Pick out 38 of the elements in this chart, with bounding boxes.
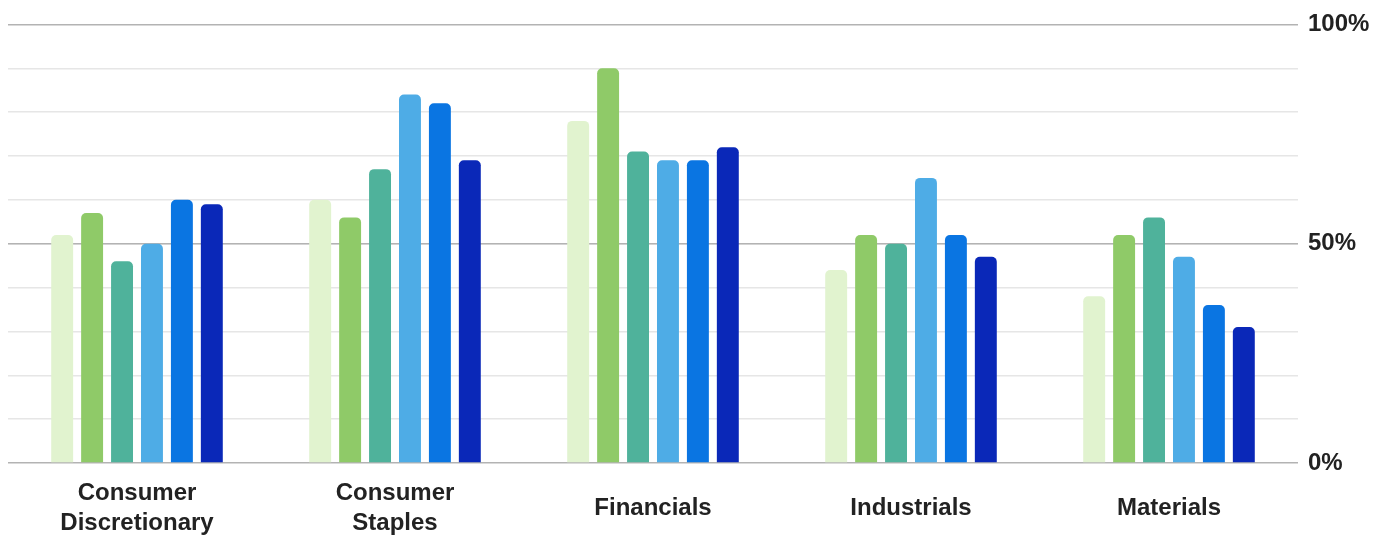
bar — [51, 234, 74, 463]
y-tick-label: 0% — [1308, 447, 1343, 475]
bar — [657, 160, 679, 463]
bar — [825, 270, 848, 463]
bar — [81, 213, 104, 463]
bar — [111, 261, 134, 463]
bar — [399, 94, 421, 463]
bar — [200, 204, 223, 463]
x-tick-label: Consumer Staples — [335, 477, 455, 535]
bar — [855, 234, 878, 463]
bar — [141, 243, 163, 463]
bar — [1232, 327, 1255, 463]
bar — [1202, 305, 1225, 463]
bar — [1143, 217, 1166, 463]
bar — [686, 160, 709, 463]
bar — [1113, 234, 1136, 463]
bar — [458, 160, 481, 463]
x-tick-label: Consumer Discretionary — [60, 477, 215, 535]
bar — [567, 120, 590, 463]
bar — [974, 256, 997, 463]
bar — [716, 147, 739, 463]
bar — [885, 243, 908, 463]
bar — [944, 234, 967, 463]
bar — [369, 169, 392, 463]
bar — [1172, 256, 1195, 463]
x-tick-label: Materials — [1116, 492, 1222, 520]
bar — [915, 177, 937, 463]
bar — [597, 68, 620, 463]
bar — [339, 217, 362, 463]
x-tick-label: Industrials — [850, 492, 972, 520]
y-tick-label: 100% — [1308, 9, 1370, 37]
bar — [170, 199, 193, 463]
y-tick-label: 50% — [1308, 228, 1357, 256]
bar — [627, 151, 650, 463]
bar — [1083, 296, 1106, 463]
x-tick-label: Financials — [594, 492, 712, 520]
bar — [309, 199, 332, 463]
bar — [428, 103, 451, 463]
